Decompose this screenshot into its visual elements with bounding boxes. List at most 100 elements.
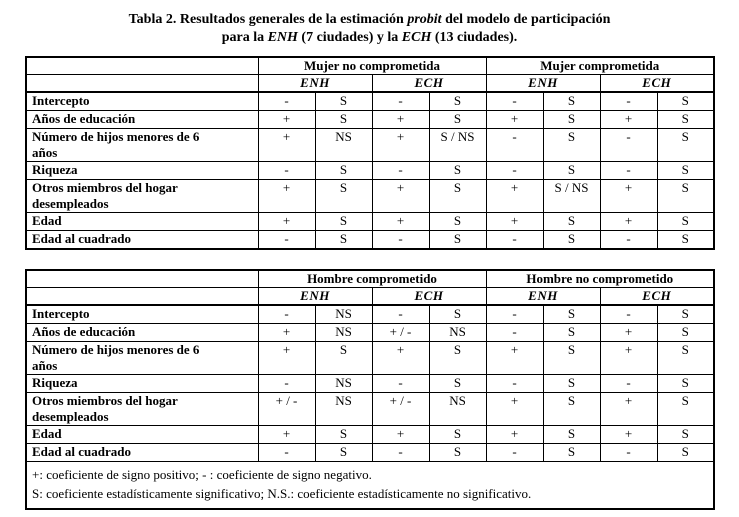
cell-value: S bbox=[656, 179, 715, 213]
cell-value: + / - bbox=[371, 323, 430, 342]
row-label: Otros miembros del hogar desempleados bbox=[25, 179, 259, 213]
cell-value: - bbox=[599, 374, 658, 393]
cell-value: + bbox=[599, 212, 658, 231]
cell-value: S bbox=[542, 323, 601, 342]
cell-value: - bbox=[485, 230, 544, 250]
table-row: Número de hijos menores de 6 años + NS + S / … bbox=[25, 128, 715, 162]
cell-value: + / - bbox=[371, 392, 430, 426]
title-text: Tabla 2. Resultados generales de la esti… bbox=[128, 12, 408, 27]
cell-value: - bbox=[257, 443, 316, 462]
title-italic-probit: probit bbox=[407, 12, 442, 27]
row-label: Intercepto bbox=[25, 91, 259, 111]
cell-value: S bbox=[542, 443, 601, 462]
cell-value: + bbox=[257, 128, 316, 162]
cell-value: NS bbox=[428, 323, 487, 342]
row-label: Número de hijos menores de 6 años bbox=[25, 128, 259, 162]
cell-value: NS bbox=[314, 304, 373, 324]
cell-value: - bbox=[599, 128, 658, 162]
table-row: Número de hijos menores de 6 años + S + S + S + S bbox=[25, 341, 715, 375]
cell-value: - bbox=[257, 230, 316, 250]
cell-value: S bbox=[428, 341, 487, 375]
cell-value: + bbox=[257, 179, 316, 213]
cell-value: S bbox=[542, 91, 601, 111]
cell-value: + bbox=[257, 110, 316, 129]
table-row: Intercepto - NS - S - S - S bbox=[25, 304, 715, 324]
cell-value: S bbox=[656, 128, 715, 162]
cell-value: S bbox=[428, 110, 487, 129]
cell-value: S / NS bbox=[428, 128, 487, 162]
cell-value: S bbox=[542, 230, 601, 250]
empty-corner-cell bbox=[25, 56, 259, 75]
cell-value: S bbox=[656, 212, 715, 231]
row-label: Años de educación bbox=[25, 110, 259, 129]
cell-value: S bbox=[542, 212, 601, 231]
cell-value: S bbox=[656, 341, 715, 375]
cell-value: - bbox=[257, 304, 316, 324]
cell-value: S bbox=[314, 425, 373, 444]
cell-value: S bbox=[428, 374, 487, 393]
cell-value: S bbox=[314, 161, 373, 180]
cell-value: + bbox=[485, 392, 544, 426]
table-title-line1: Tabla 2. Resultados generales de la esti… bbox=[0, 11, 739, 29]
survey-header-ech: ECH bbox=[599, 74, 715, 93]
cell-value: - bbox=[485, 304, 544, 324]
cell-value: NS bbox=[314, 374, 373, 393]
cell-value: + bbox=[599, 110, 658, 129]
empty-corner-cell bbox=[25, 287, 259, 306]
cell-value: S bbox=[428, 304, 487, 324]
cell-value: + bbox=[371, 212, 430, 231]
cell-value: S bbox=[542, 341, 601, 375]
group-header-mujer-comprometida: Mujer comprometida bbox=[485, 56, 715, 75]
cell-value: + bbox=[599, 392, 658, 426]
table-row: Años de educación + NS + / - NS - S + S bbox=[25, 323, 715, 342]
table-row: Edad + S + S + S + S bbox=[25, 425, 715, 444]
cell-value: S bbox=[428, 91, 487, 111]
title-italic-ech: ECH bbox=[401, 30, 432, 45]
cell-value: S bbox=[656, 374, 715, 393]
table-row: Otros miembros del hogar desempleados + / … bbox=[25, 392, 715, 426]
cell-value: S bbox=[428, 179, 487, 213]
cell-value: - bbox=[485, 91, 544, 111]
cell-value: S bbox=[656, 392, 715, 426]
cell-value: S bbox=[656, 323, 715, 342]
cell-value: S bbox=[542, 304, 601, 324]
cell-value: S bbox=[656, 161, 715, 180]
table-row: Riqueza - NS - S - S - S bbox=[25, 374, 715, 393]
cell-value: - bbox=[371, 374, 430, 393]
cell-value: + bbox=[371, 425, 430, 444]
cell-value: S bbox=[542, 374, 601, 393]
table-row: Edad al cuadrado - S - S - S - S bbox=[25, 230, 715, 250]
row-label: Edad al cuadrado bbox=[25, 230, 259, 250]
survey-header-enh: ENH bbox=[485, 287, 601, 306]
empty-corner-cell bbox=[25, 269, 259, 288]
title-italic-enh: ENH bbox=[267, 30, 298, 45]
title-text: (7 ciudades) y la bbox=[297, 30, 402, 45]
cell-value: + bbox=[485, 425, 544, 444]
cell-value: S bbox=[542, 392, 601, 426]
table-title: Tabla 2. Resultados generales de la esti… bbox=[0, 11, 739, 47]
cell-value: - bbox=[485, 128, 544, 162]
survey-header-row: ENH ECH ENH ECH bbox=[25, 74, 715, 93]
survey-header-row: ENH ECH ENH ECH bbox=[25, 287, 715, 306]
cell-value: S bbox=[314, 230, 373, 250]
cell-value: - bbox=[485, 374, 544, 393]
cell-value: - bbox=[485, 161, 544, 180]
footnote-line-signs: +: coeficiente de signo positivo; - : co… bbox=[32, 467, 372, 482]
cell-value: - bbox=[371, 161, 430, 180]
title-text: para la bbox=[221, 30, 268, 45]
cell-value: S bbox=[656, 443, 715, 462]
cell-value: S bbox=[314, 91, 373, 111]
cell-value: - bbox=[257, 91, 316, 111]
cell-value: + bbox=[371, 110, 430, 129]
survey-header-ech: ECH bbox=[599, 287, 715, 306]
cell-value: NS bbox=[314, 392, 373, 426]
cell-value: - bbox=[371, 443, 430, 462]
cell-value: S bbox=[428, 161, 487, 180]
cell-value: S / NS bbox=[542, 179, 601, 213]
cell-value: + bbox=[599, 179, 658, 213]
cell-value: + bbox=[257, 341, 316, 375]
cell-value: - bbox=[599, 304, 658, 324]
cell-value: + bbox=[485, 179, 544, 213]
cell-value: S bbox=[428, 212, 487, 231]
cell-value: S bbox=[656, 110, 715, 129]
